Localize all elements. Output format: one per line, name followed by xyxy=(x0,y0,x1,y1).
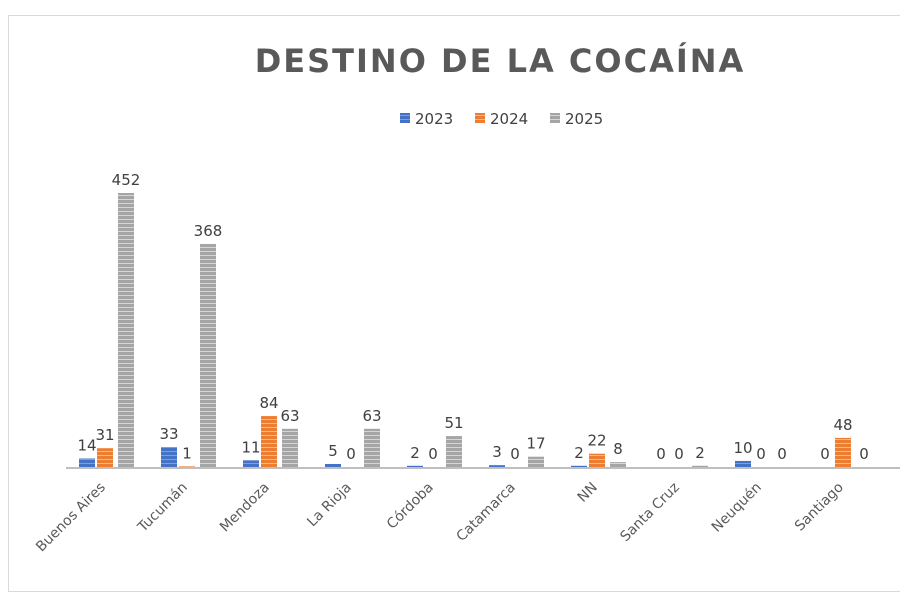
data-label: 17 xyxy=(526,435,545,453)
category-label: Catamarca xyxy=(454,480,519,545)
legend-swatch-2024 xyxy=(475,113,485,123)
data-label: 31 xyxy=(95,426,114,444)
data-label: 22 xyxy=(587,432,606,450)
data-label: 0 xyxy=(674,445,684,463)
category-label: Santa Cruz xyxy=(617,480,682,545)
bar-2025-6 xyxy=(610,462,626,467)
chart-frame xyxy=(8,15,900,592)
data-label: 48 xyxy=(833,416,852,434)
category-label: Neuquén xyxy=(709,480,765,536)
data-label: 0 xyxy=(510,445,520,463)
bar-2023-5 xyxy=(489,465,505,467)
legend: 2023 2024 2025 xyxy=(400,110,603,128)
data-label: 11 xyxy=(241,438,260,456)
data-label: 3 xyxy=(492,443,502,461)
data-label: 0 xyxy=(820,445,830,463)
data-label: 0 xyxy=(777,445,787,463)
data-label: 2 xyxy=(695,444,705,462)
data-label: 0 xyxy=(656,445,666,463)
bar-2024-0 xyxy=(97,448,113,467)
data-label: 2 xyxy=(574,444,584,462)
data-label: 10 xyxy=(733,439,752,457)
bar-2025-1 xyxy=(200,243,216,467)
data-label: 63 xyxy=(362,407,381,425)
bar-2025-4 xyxy=(446,436,462,467)
bar-2023-1 xyxy=(161,446,177,467)
data-label: 0 xyxy=(428,445,438,463)
legend-swatch-2023 xyxy=(400,113,410,123)
chart-title: DESTINO DE LA COCAÍNA xyxy=(255,42,746,80)
data-label: 2 xyxy=(410,444,420,462)
bar-2023-6 xyxy=(571,465,587,467)
legend-label-2024: 2024 xyxy=(490,110,528,128)
bar-2023-3 xyxy=(325,463,341,467)
category-label: NN xyxy=(575,480,601,506)
data-label: 5 xyxy=(328,442,338,460)
bar-2023-0 xyxy=(79,458,95,467)
data-label: 14 xyxy=(77,437,96,455)
data-label: 368 xyxy=(194,222,223,240)
category-label: Mendoza xyxy=(217,480,273,536)
data-label: 33 xyxy=(159,425,178,443)
data-label: 51 xyxy=(444,414,463,432)
bar-2025-3 xyxy=(364,428,380,467)
data-label: 1 xyxy=(182,444,192,462)
legend-swatch-2025 xyxy=(550,113,560,123)
category-label: Buenos Aires xyxy=(33,480,109,556)
bar-2025-2 xyxy=(282,428,298,467)
data-label: 8 xyxy=(613,440,623,458)
data-label: 0 xyxy=(346,445,356,463)
bar-2024-6 xyxy=(589,453,605,467)
bar-2025-5 xyxy=(528,456,544,467)
bar-2024-1 xyxy=(179,466,195,467)
bar-2025-0 xyxy=(118,193,134,467)
category-label: Córdoba xyxy=(384,480,437,533)
data-label: 84 xyxy=(259,394,278,412)
bar-2023-8 xyxy=(735,460,751,467)
bar-2023-2 xyxy=(243,460,259,467)
bar-2023-4 xyxy=(407,465,423,467)
data-label: 0 xyxy=(756,445,766,463)
data-label: 63 xyxy=(280,407,299,425)
data-label: 0 xyxy=(859,445,869,463)
category-label: Tucumán xyxy=(134,480,191,537)
legend-label-2023: 2023 xyxy=(415,110,453,128)
legend-label-2025: 2025 xyxy=(565,110,603,128)
category-label: Santiago xyxy=(792,480,847,535)
bar-2025-7 xyxy=(692,465,708,467)
bar-2024-2 xyxy=(261,416,277,467)
bar-2024-9 xyxy=(835,437,851,467)
data-label: 452 xyxy=(112,171,141,189)
category-label: La Rioja xyxy=(304,480,355,531)
